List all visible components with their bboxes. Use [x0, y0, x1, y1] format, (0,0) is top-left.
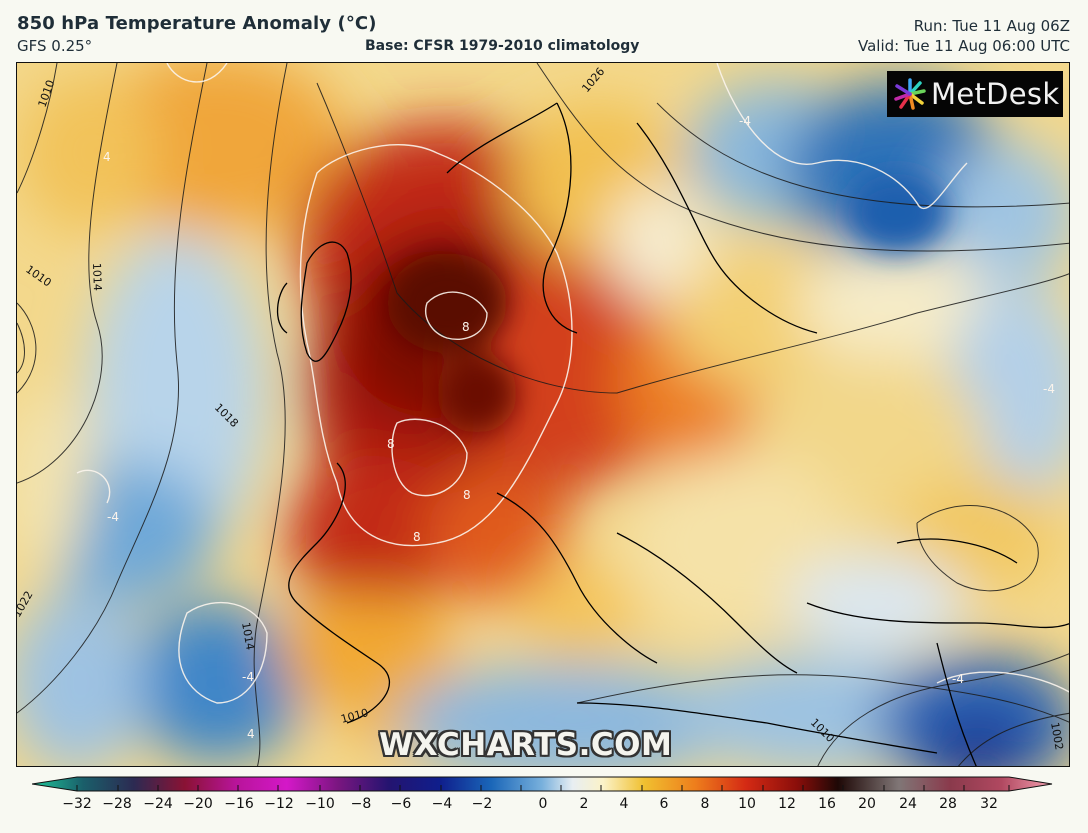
anomaly-label: -4 [242, 670, 254, 684]
anomaly-label: 4 [247, 727, 255, 741]
colorbar-tick: 28 [939, 796, 957, 812]
colorbar-tick: −20 [183, 796, 213, 812]
colorbar-tick: −16 [224, 796, 254, 812]
colorbar-tick: −32 [62, 796, 92, 812]
colorbar-tick: −28 [102, 796, 132, 812]
colorbar-tick: 12 [778, 796, 796, 812]
colorbar-tick: −4 [431, 796, 453, 812]
anomaly-label: 4 [103, 150, 111, 164]
colorbar-tick: 16 [818, 796, 836, 812]
colorbar-tick: −8 [350, 796, 372, 812]
colorbar-tick: 24 [899, 796, 917, 812]
colorbar-tick: 8 [700, 796, 710, 812]
colorbar-tick: −10 [305, 796, 335, 812]
colorbar-tick: 2 [579, 796, 589, 812]
anomaly-label: -4 [1043, 382, 1055, 396]
valid-label: Valid: Tue 11 Aug 06:00 UTC [858, 37, 1070, 55]
wxcharts-watermark: WXCHARTS.COM [379, 727, 673, 763]
colorbar-tick: −6 [390, 796, 412, 812]
colorbar-tick: −12 [264, 796, 294, 812]
anomaly-label: 8 [413, 530, 421, 544]
metdesk-logo-text: MetDesk [931, 77, 1060, 111]
colorbar-ticks: −32 −28 −24 −20 −16 −12 −10 −8 −6 −4 −2 … [0, 796, 1088, 816]
colorbar-tick: −2 [471, 796, 493, 812]
isobar-label: 1014 [239, 621, 257, 651]
isobar-label: 1002 [1048, 721, 1066, 751]
metdesk-starburst-icon [893, 77, 927, 111]
model-label: GFS 0.25° [17, 37, 93, 55]
anomaly-field: 1010 1014 1010 1018 1026 1022 1014 1010 … [17, 63, 1069, 766]
isobar-label: 1014 [90, 263, 104, 291]
anomaly-label: -4 [739, 114, 751, 128]
colorbar-tick: 32 [980, 796, 998, 812]
chart-title: 850 hPa Temperature Anomaly (°C) [17, 13, 377, 34]
colorbar [32, 776, 1053, 792]
colorbar-tick: −24 [143, 796, 173, 812]
anomaly-label: 8 [463, 488, 471, 502]
anomaly-label: -4 [952, 672, 964, 686]
colorbar-tick: 6 [659, 796, 669, 812]
colorbar-tick: 4 [619, 796, 629, 812]
base-label: Base: CFSR 1979-2010 climatology [365, 38, 640, 54]
anomaly-label: -4 [107, 510, 119, 524]
anomaly-label: 8 [462, 320, 470, 334]
metdesk-logo: MetDesk [887, 71, 1063, 117]
colorbar-tick: 20 [858, 796, 876, 812]
anomaly-map[interactable]: 1010 1014 1010 1018 1026 1022 1014 1010 … [16, 62, 1070, 767]
colorbar-tick: 10 [738, 796, 756, 812]
anomaly-label: 8 [387, 437, 395, 451]
colorbar-tick: 0 [538, 796, 548, 812]
run-label: Run: Tue 11 Aug 06Z [913, 17, 1070, 35]
